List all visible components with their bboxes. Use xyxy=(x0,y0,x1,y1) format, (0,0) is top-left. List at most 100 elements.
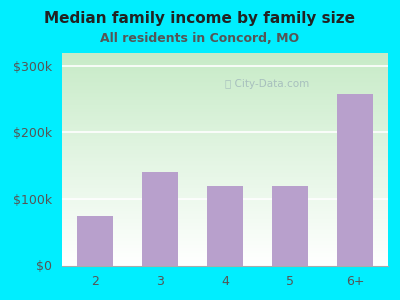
Bar xyxy=(62,241,388,242)
Bar xyxy=(62,73,388,74)
Bar xyxy=(62,143,388,144)
Bar xyxy=(62,243,388,244)
Bar xyxy=(62,226,388,227)
Bar xyxy=(62,262,388,263)
Bar xyxy=(62,155,388,156)
Bar xyxy=(62,191,388,192)
Bar xyxy=(62,244,388,245)
Bar xyxy=(62,177,388,178)
Bar xyxy=(62,211,388,212)
Bar xyxy=(62,134,388,136)
Bar xyxy=(62,152,388,153)
Bar xyxy=(62,83,388,85)
Bar xyxy=(62,93,388,94)
Bar xyxy=(62,110,388,111)
Bar xyxy=(62,113,388,114)
Bar xyxy=(62,180,388,181)
Bar xyxy=(62,207,388,208)
Bar xyxy=(62,231,388,232)
Bar xyxy=(62,192,388,193)
Bar xyxy=(62,214,388,215)
Bar xyxy=(62,106,388,107)
Bar xyxy=(62,89,388,90)
Bar xyxy=(62,240,388,241)
Bar xyxy=(62,85,388,87)
Bar xyxy=(62,99,388,101)
Bar xyxy=(62,72,388,73)
Bar xyxy=(62,171,388,172)
Bar xyxy=(62,62,388,63)
Bar xyxy=(62,148,388,149)
Bar xyxy=(62,225,388,226)
Bar xyxy=(62,174,388,175)
Bar xyxy=(62,127,388,128)
Bar xyxy=(62,105,388,106)
Bar xyxy=(62,255,388,256)
Bar xyxy=(62,75,388,76)
Bar xyxy=(62,213,388,214)
Bar xyxy=(62,160,388,161)
Bar xyxy=(62,238,388,239)
Bar xyxy=(62,193,388,194)
Bar xyxy=(62,123,388,124)
Bar xyxy=(62,64,388,65)
Bar xyxy=(62,173,388,174)
Bar xyxy=(62,121,388,122)
Bar xyxy=(62,184,388,186)
Bar xyxy=(62,227,388,228)
Bar xyxy=(62,146,388,147)
Bar xyxy=(62,128,388,129)
Bar xyxy=(62,210,388,211)
Bar xyxy=(62,78,388,79)
Bar xyxy=(62,98,388,99)
Bar xyxy=(62,141,388,142)
Bar xyxy=(62,116,388,118)
Bar xyxy=(62,178,388,179)
Bar xyxy=(62,209,388,210)
Bar xyxy=(77,216,112,266)
Bar xyxy=(62,182,388,184)
Bar xyxy=(62,85,388,86)
Bar xyxy=(62,165,388,166)
Bar xyxy=(62,60,388,61)
Bar xyxy=(62,263,388,264)
Bar xyxy=(62,153,388,154)
Bar xyxy=(62,145,388,146)
Bar xyxy=(62,254,388,255)
Bar xyxy=(62,109,388,110)
Bar xyxy=(62,114,388,115)
Bar xyxy=(62,194,388,195)
Bar xyxy=(338,94,373,266)
Bar xyxy=(62,66,388,68)
Bar xyxy=(62,260,388,261)
Bar xyxy=(62,259,388,260)
Bar xyxy=(62,250,388,252)
Bar xyxy=(62,142,388,143)
Bar xyxy=(272,186,308,266)
Bar xyxy=(62,156,388,157)
Bar xyxy=(62,101,388,103)
Bar xyxy=(62,175,388,176)
Bar xyxy=(62,258,388,259)
Bar xyxy=(62,132,388,134)
Bar xyxy=(62,131,388,132)
Bar xyxy=(62,124,388,125)
Bar xyxy=(62,55,388,56)
Bar xyxy=(62,253,388,254)
Bar xyxy=(62,77,388,78)
Bar xyxy=(62,228,388,229)
Bar xyxy=(62,68,388,70)
Bar xyxy=(62,103,388,105)
Bar xyxy=(62,74,388,75)
Bar xyxy=(62,87,388,88)
Bar xyxy=(62,196,388,197)
Bar xyxy=(62,118,388,119)
Bar xyxy=(62,140,388,141)
Bar xyxy=(62,203,388,204)
Bar xyxy=(62,96,388,97)
Bar xyxy=(62,218,388,219)
Bar xyxy=(62,179,388,180)
Bar xyxy=(62,252,388,253)
Bar xyxy=(62,79,388,80)
Bar xyxy=(62,149,388,151)
